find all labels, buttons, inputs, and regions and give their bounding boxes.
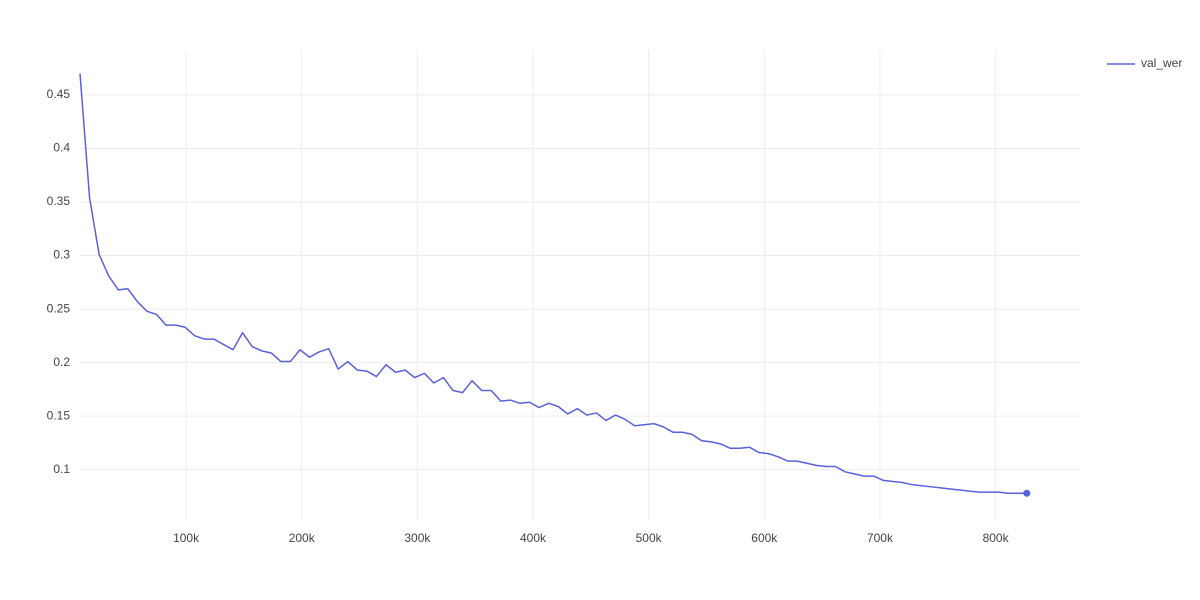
x-tick-label: 100k: [173, 531, 200, 545]
x-tick-label: 500k: [636, 531, 663, 545]
y-tick-label: 0.2: [53, 355, 70, 369]
x-tick-label: 400k: [520, 531, 547, 545]
x-tick-label: 300k: [404, 531, 431, 545]
y-tick-label: 0.35: [47, 194, 71, 208]
x-tick-label: 200k: [289, 531, 316, 545]
x-tick-label: 800k: [983, 531, 1010, 545]
series-line: [79, 73, 1027, 494]
x-tick-label: 600k: [751, 531, 778, 545]
y-tick-label: 0.1: [53, 462, 70, 476]
y-tick-label: 0.45: [47, 87, 71, 101]
legend-label: val_wer: [1141, 56, 1182, 70]
y-tick-label: 0.15: [47, 408, 71, 422]
y-tick-label: 0.25: [47, 301, 71, 315]
last-point-marker: [1023, 489, 1031, 497]
y-tick-label: 0.3: [53, 248, 70, 262]
y-tick-label: 0.4: [53, 141, 70, 155]
x-tick-label: 700k: [867, 531, 894, 545]
